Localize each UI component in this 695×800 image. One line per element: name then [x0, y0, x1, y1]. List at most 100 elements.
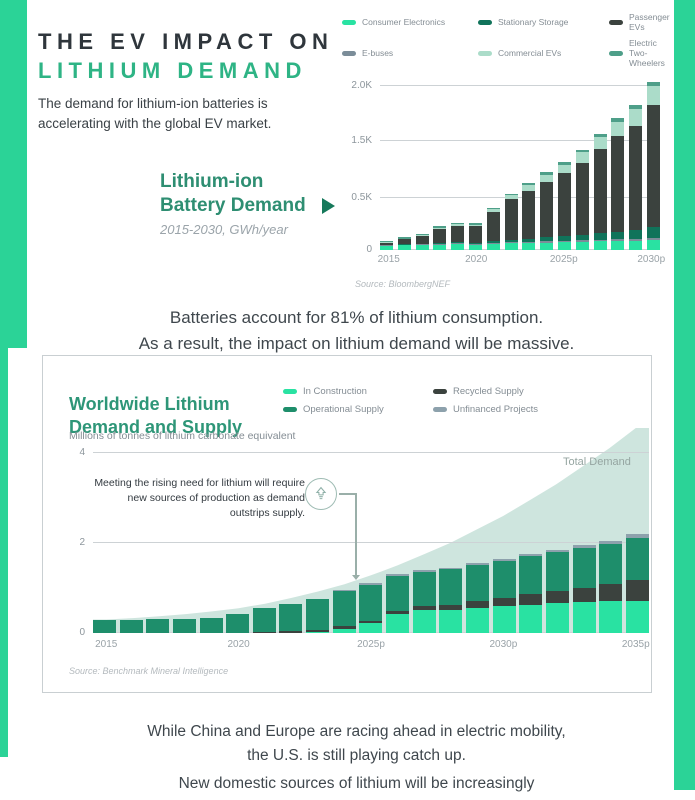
segment-operational-supply — [199, 618, 223, 633]
segment-stationary-storage — [646, 227, 660, 239]
intro-text: The demand for lithium-ion batteries is … — [38, 94, 271, 134]
segment-consumer-electronics — [486, 243, 500, 250]
bar-2017 — [415, 233, 429, 250]
footer1-line2: the U.S. is still playing catch up. — [247, 746, 466, 764]
segment-electric-two-wheelers — [646, 82, 660, 87]
bar-2024 — [540, 172, 554, 250]
segment-operational-supply — [412, 571, 436, 607]
chart1-subtitle: 2015-2030, GWh/year — [160, 222, 288, 237]
segment-electric-two-wheelers — [575, 149, 589, 153]
segment-operational-supply — [545, 552, 569, 591]
segment-in-construction — [412, 610, 436, 633]
bars-container — [93, 448, 649, 633]
segment-e-buses — [593, 239, 607, 242]
segment-e-buses — [504, 242, 518, 244]
segment-commercial-evs — [451, 224, 465, 226]
segment-electric-two-wheelers — [380, 241, 393, 243]
segment-in-construction — [332, 628, 356, 633]
segment-in-construction — [386, 614, 410, 633]
segment-e-buses — [575, 240, 589, 242]
segment-in-construction — [439, 609, 463, 633]
chart1-source: Source: BloombergNEF — [355, 279, 451, 289]
legend-label: In Construction — [303, 386, 367, 397]
bar-2032 — [545, 549, 569, 633]
segment-stationary-storage — [504, 239, 518, 243]
segment-passenger-evs — [593, 149, 607, 234]
title-line1: THE EV IMPACT ON — [38, 28, 334, 54]
chart1-heading-line2: Battery Demand — [160, 195, 306, 216]
legend-swatch — [283, 389, 297, 394]
segment-operational-supply — [172, 618, 196, 633]
bar-2015 — [93, 620, 116, 633]
bar-2016 — [397, 237, 411, 250]
segment-e-buses — [646, 238, 660, 241]
chart2-title-line1: Worldwide Lithium — [69, 393, 230, 414]
segment-stationary-storage — [415, 243, 429, 245]
segment-in-construction — [545, 603, 569, 633]
footer2-line2: valuable in advancing U.S. EV adoption. — [30, 796, 683, 800]
segment-e-buses — [611, 239, 625, 241]
legend-item-electric-two-wheelers: Electric Two-Wheelers — [609, 38, 670, 68]
segment-electric-two-wheelers — [593, 133, 607, 138]
segment-passenger-evs — [451, 225, 465, 243]
chart2-title-line2: Demand and Supply — [69, 416, 243, 437]
bar-2021 — [252, 608, 276, 633]
segment-e-buses — [540, 241, 554, 243]
annotation-text: Meeting the rising need for lithium will… — [94, 477, 305, 519]
segment-unfinanced-projects — [359, 583, 383, 585]
segment-stationary-storage — [629, 229, 643, 239]
segment-operational-supply — [306, 599, 330, 631]
segment-unfinanced-projects — [599, 540, 623, 544]
segment-stationary-storage — [540, 237, 554, 242]
segment-recycled-supply — [519, 594, 543, 605]
legend-swatch — [342, 19, 356, 25]
segment-passenger-evs — [611, 136, 625, 232]
chart1-heading: Lithium-ion Battery Demand — [160, 170, 335, 218]
segment-operational-supply — [599, 543, 623, 585]
total-demand-label: Total Demand — [563, 456, 631, 468]
segment-operational-supply — [332, 591, 356, 627]
gridline-4 — [93, 451, 649, 453]
bar-2021 — [486, 207, 500, 250]
segment-electric-two-wheelers — [540, 172, 554, 175]
segment-consumer-electronics — [646, 240, 660, 250]
segment-e-buses — [629, 238, 643, 241]
x-tick-2015: 2015 — [377, 254, 400, 265]
segment-recycled-supply — [545, 590, 569, 604]
segment-operational-supply — [465, 565, 489, 602]
segment-e-buses — [451, 243, 465, 245]
segment-stationary-storage — [486, 241, 500, 243]
arrow-right-icon — [321, 198, 335, 214]
chart1-x-axis: 2015 2020 2025p 2030p — [377, 254, 666, 269]
segment-passenger-evs — [540, 181, 554, 238]
gridline-0 — [380, 249, 660, 250]
segment-in-construction — [306, 632, 330, 633]
bar-2033 — [572, 545, 596, 633]
x-tick-2035p: 2035p — [621, 639, 650, 650]
x-tick-2025p: 2025p — [357, 639, 385, 650]
legend-item-operational-supply: Operational Supply — [283, 404, 423, 415]
segment-consumer-electronics — [397, 245, 411, 250]
mid-statement-line1: Batteries account for 81% of lithium con… — [169, 308, 544, 327]
left-accent-bar — [0, 0, 27, 348]
chart2-plot: Meeting the rising need for lithium will… — [79, 428, 649, 638]
chart2-unit-label: Millions of tonnes of lithium carbonate … — [69, 430, 296, 442]
legend-item-commercial-evs: Commercial EVs — [478, 38, 603, 68]
bar-2018 — [433, 226, 447, 250]
segment-in-construction — [359, 623, 383, 633]
segment-electric-two-wheelers — [415, 233, 429, 235]
segment-operational-supply — [252, 608, 276, 632]
bar-2030 — [646, 82, 660, 250]
gridline-2 — [93, 541, 649, 543]
segment-unfinanced-projects — [545, 549, 569, 553]
segment-passenger-evs — [575, 162, 589, 235]
segment-consumer-electronics — [415, 244, 429, 250]
segment-in-construction — [625, 600, 649, 633]
segment-passenger-evs — [504, 199, 518, 240]
segment-commercial-evs — [540, 174, 554, 182]
legend-swatch — [283, 407, 297, 412]
segment-consumer-electronics — [593, 241, 607, 250]
footer-statement-1: While China and Europe are racing ahead … — [30, 720, 683, 768]
x-tick-2030p: 2030p — [489, 639, 518, 650]
